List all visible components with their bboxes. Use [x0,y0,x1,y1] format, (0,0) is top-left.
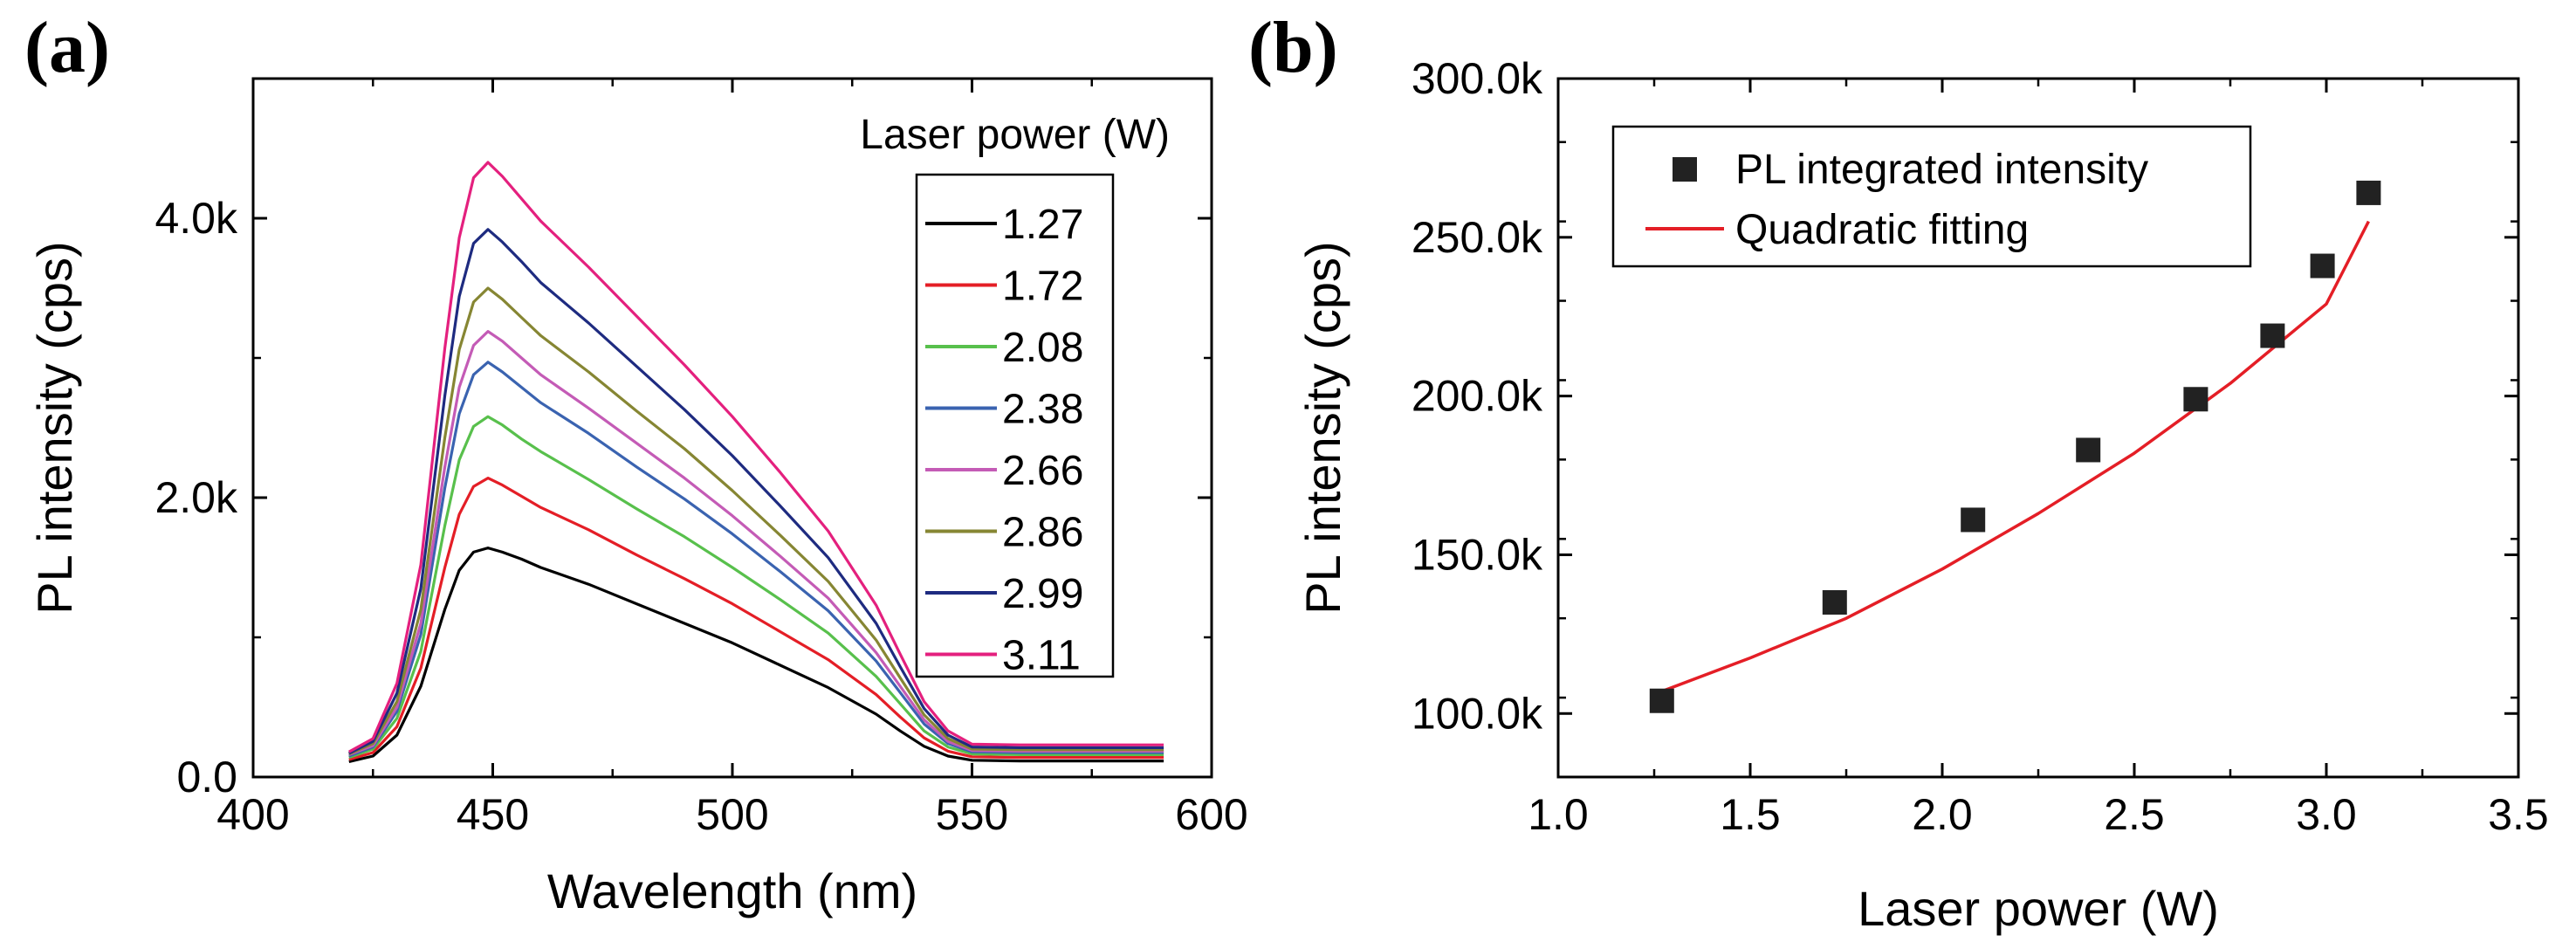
y-tick-label: 100.0k [1412,689,1543,738]
legend-label: 1.27 [1002,202,1083,248]
x-tick-label: 3.5 [2488,790,2549,839]
panel-b-y-axis-title: PL intensity (cps) [1295,241,1350,614]
x-tick-label: 2.0 [1912,790,1973,839]
series-line-2-99 [348,228,1164,755]
panel-b-label: (b) [1248,7,1338,88]
panel-b-legend: PL integrated intensity Quadratic fitting [1611,125,2252,268]
series-line-2-86 [348,286,1164,756]
series-line-2-08 [348,415,1164,760]
legend-label-fit: Quadratic fitting [1735,207,2029,253]
legend-label: 1.72 [1002,264,1083,310]
data-point-square [1649,688,1674,713]
quadratic-fit-line [1661,220,2370,693]
data-point-square [1822,590,1847,615]
legend-label: 2.66 [1002,448,1083,494]
panel-b-fit-line-group [1661,220,2370,693]
x-tick-label: 600 [1175,790,1247,839]
legend-label: 2.08 [1002,325,1083,371]
x-tick-label: 500 [696,790,768,839]
series-line-1-27 [348,547,1164,763]
panel-b-integrated-chart: (b) 1.0 1.5 2.0 2.5 3.0 3.5 100.0k 150.0k 200.0k… [1248,7,2549,936]
data-point-square [2076,437,2101,463]
panel-a-ticks: 400 450 500 550 600 0.0 2.0k 4.0k [155,77,1248,839]
data-point-square [1961,507,1986,533]
legend-label: 2.38 [1002,387,1083,433]
panel-a-label: (a) [24,7,110,88]
panel-a-x-axis-title: Wavelength (nm) [547,863,917,918]
x-tick-label: 1.0 [1528,790,1589,839]
series-line-3-11 [348,161,1164,753]
y-tick-label: 0.0 [176,753,237,801]
panel-b-scatter-points [1649,180,2381,713]
panel-a-legend: 1.27 1.72 2.08 2.38 2.66 2.86 2.99 3.11 [915,173,1115,679]
data-point-square [2356,180,2381,205]
series-line-2-38 [348,361,1164,758]
panel-a-spectra-chart: (a) 400 450 500 550 600 0.0 2.0k 4.0k Wavelengt… [24,7,1248,918]
y-tick-label: 300.0k [1412,54,1543,103]
x-tick-label: 1.5 [1720,790,1781,839]
panel-a-legend-title: Laser power (W) [860,112,1170,158]
legend-square-marker [1673,157,1697,182]
x-tick-label: 550 [936,790,1008,839]
panel-a-y-axis-title: PL intensity (cps) [27,241,82,614]
data-point-square [2260,323,2285,348]
panel-b-x-axis-title: Laser power (W) [1858,881,2219,936]
panel-b-ticks: 1.0 1.5 2.0 2.5 3.0 3.5 100.0k 150.0k 200.0k 250.… [1412,54,2549,839]
y-tick-label: 150.0k [1412,530,1543,579]
x-tick-label: 400 [216,790,289,839]
data-point-square [2310,253,2335,279]
series-line-1-72 [348,477,1164,761]
panel-a-legend-box [915,173,1115,678]
y-tick-label: 4.0k [155,194,238,243]
x-tick-label: 450 [457,790,529,839]
y-tick-label: 200.0k [1412,372,1543,421]
panel-a-series-lines [348,161,1164,763]
legend-label: 2.99 [1002,571,1083,617]
x-tick-label: 3.0 [2296,790,2357,839]
series-line-2-66 [348,330,1164,756]
legend-label: 2.86 [1002,510,1083,556]
y-tick-label: 2.0k [155,473,238,522]
data-point-square [2183,387,2208,412]
panel-b-legend-box [1611,125,2252,268]
legend-label-points: PL integrated intensity [1735,147,2148,193]
x-tick-label: 2.5 [2104,790,2165,839]
y-tick-label: 250.0k [1412,213,1543,262]
legend-label: 3.11 [1002,633,1081,679]
